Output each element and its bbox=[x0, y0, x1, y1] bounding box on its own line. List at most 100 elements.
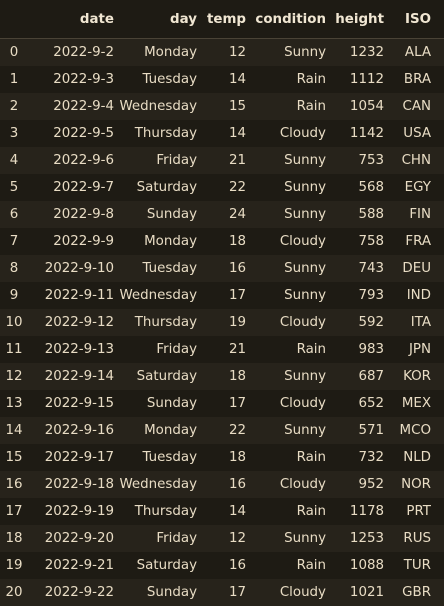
temp-cell: 17 bbox=[197, 579, 246, 606]
iso-cell: TUR bbox=[384, 552, 444, 579]
temp-cell: 24 bbox=[197, 201, 246, 228]
temp-cell: 12 bbox=[197, 39, 246, 67]
column-header-iso: ISO bbox=[384, 0, 444, 39]
iso-cell: PRT bbox=[384, 498, 444, 525]
date-cell: 2022-9-8 bbox=[34, 201, 114, 228]
table-header: date day temp condition height ISO bbox=[0, 0, 444, 39]
row-index: 2 bbox=[0, 93, 34, 120]
day-cell: Thursday bbox=[114, 498, 197, 525]
day-cell: Friday bbox=[114, 336, 197, 363]
temp-cell: 14 bbox=[197, 498, 246, 525]
row-index: 11 bbox=[0, 336, 34, 363]
date-cell: 2022-9-17 bbox=[34, 444, 114, 471]
iso-cell: BRA bbox=[384, 66, 444, 93]
iso-cell: MCO bbox=[384, 417, 444, 444]
condition-cell: Sunny bbox=[246, 39, 326, 67]
row-index: 7 bbox=[0, 228, 34, 255]
date-cell: 2022-9-22 bbox=[34, 579, 114, 606]
day-cell: Thursday bbox=[114, 120, 197, 147]
condition-cell: Cloudy bbox=[246, 471, 326, 498]
date-cell: 2022-9-13 bbox=[34, 336, 114, 363]
temp-cell: 22 bbox=[197, 417, 246, 444]
condition-cell: Sunny bbox=[246, 363, 326, 390]
height-cell: 1054 bbox=[326, 93, 384, 120]
date-cell: 2022-9-21 bbox=[34, 552, 114, 579]
iso-cell: KOR bbox=[384, 363, 444, 390]
date-cell: 2022-9-18 bbox=[34, 471, 114, 498]
day-cell: Monday bbox=[114, 417, 197, 444]
condition-cell: Cloudy bbox=[246, 579, 326, 606]
row-index: 9 bbox=[0, 282, 34, 309]
iso-cell: JPN bbox=[384, 336, 444, 363]
date-cell: 2022-9-10 bbox=[34, 255, 114, 282]
condition-cell: Rain bbox=[246, 66, 326, 93]
temp-cell: 19 bbox=[197, 309, 246, 336]
temp-cell: 17 bbox=[197, 390, 246, 417]
condition-cell: Rain bbox=[246, 336, 326, 363]
iso-cell: CAN bbox=[384, 93, 444, 120]
row-index: 18 bbox=[0, 525, 34, 552]
temp-cell: 14 bbox=[197, 66, 246, 93]
temp-cell: 16 bbox=[197, 471, 246, 498]
condition-cell: Sunny bbox=[246, 255, 326, 282]
condition-cell: Sunny bbox=[246, 201, 326, 228]
condition-cell: Cloudy bbox=[246, 228, 326, 255]
height-cell: 1253 bbox=[326, 525, 384, 552]
height-cell: 1178 bbox=[326, 498, 384, 525]
height-cell: 732 bbox=[326, 444, 384, 471]
row-index: 14 bbox=[0, 417, 34, 444]
condition-cell: Cloudy bbox=[246, 120, 326, 147]
day-cell: Wednesday bbox=[114, 471, 197, 498]
date-cell: 2022-9-2 bbox=[34, 39, 114, 67]
condition-cell: Rain bbox=[246, 498, 326, 525]
day-cell: Monday bbox=[114, 228, 197, 255]
condition-cell: Sunny bbox=[246, 174, 326, 201]
day-cell: Wednesday bbox=[114, 93, 197, 120]
temp-cell: 16 bbox=[197, 552, 246, 579]
date-cell: 2022-9-11 bbox=[34, 282, 114, 309]
day-cell: Saturday bbox=[114, 363, 197, 390]
height-cell: 952 bbox=[326, 471, 384, 498]
condition-cell: Cloudy bbox=[246, 309, 326, 336]
column-header-temp: temp bbox=[197, 0, 246, 39]
day-cell: Tuesday bbox=[114, 66, 197, 93]
row-index: 13 bbox=[0, 390, 34, 417]
condition-cell: Sunny bbox=[246, 147, 326, 174]
column-header-height: height bbox=[326, 0, 384, 39]
iso-cell: NOR bbox=[384, 471, 444, 498]
date-cell: 2022-9-19 bbox=[34, 498, 114, 525]
date-cell: 2022-9-4 bbox=[34, 93, 114, 120]
height-cell: 983 bbox=[326, 336, 384, 363]
condition-cell: Sunny bbox=[246, 525, 326, 552]
date-cell: 2022-9-14 bbox=[34, 363, 114, 390]
iso-cell: FRA bbox=[384, 228, 444, 255]
height-cell: 1021 bbox=[326, 579, 384, 606]
height-cell: 687 bbox=[326, 363, 384, 390]
height-cell: 1112 bbox=[326, 66, 384, 93]
height-cell: 571 bbox=[326, 417, 384, 444]
temp-cell: 22 bbox=[197, 174, 246, 201]
row-index: 1 bbox=[0, 66, 34, 93]
height-cell: 1088 bbox=[326, 552, 384, 579]
day-cell: Saturday bbox=[114, 552, 197, 579]
date-cell: 2022-9-3 bbox=[34, 66, 114, 93]
row-index: 8 bbox=[0, 255, 34, 282]
row-index: 12 bbox=[0, 363, 34, 390]
date-cell: 2022-9-16 bbox=[34, 417, 114, 444]
iso-cell: ALA bbox=[384, 39, 444, 67]
